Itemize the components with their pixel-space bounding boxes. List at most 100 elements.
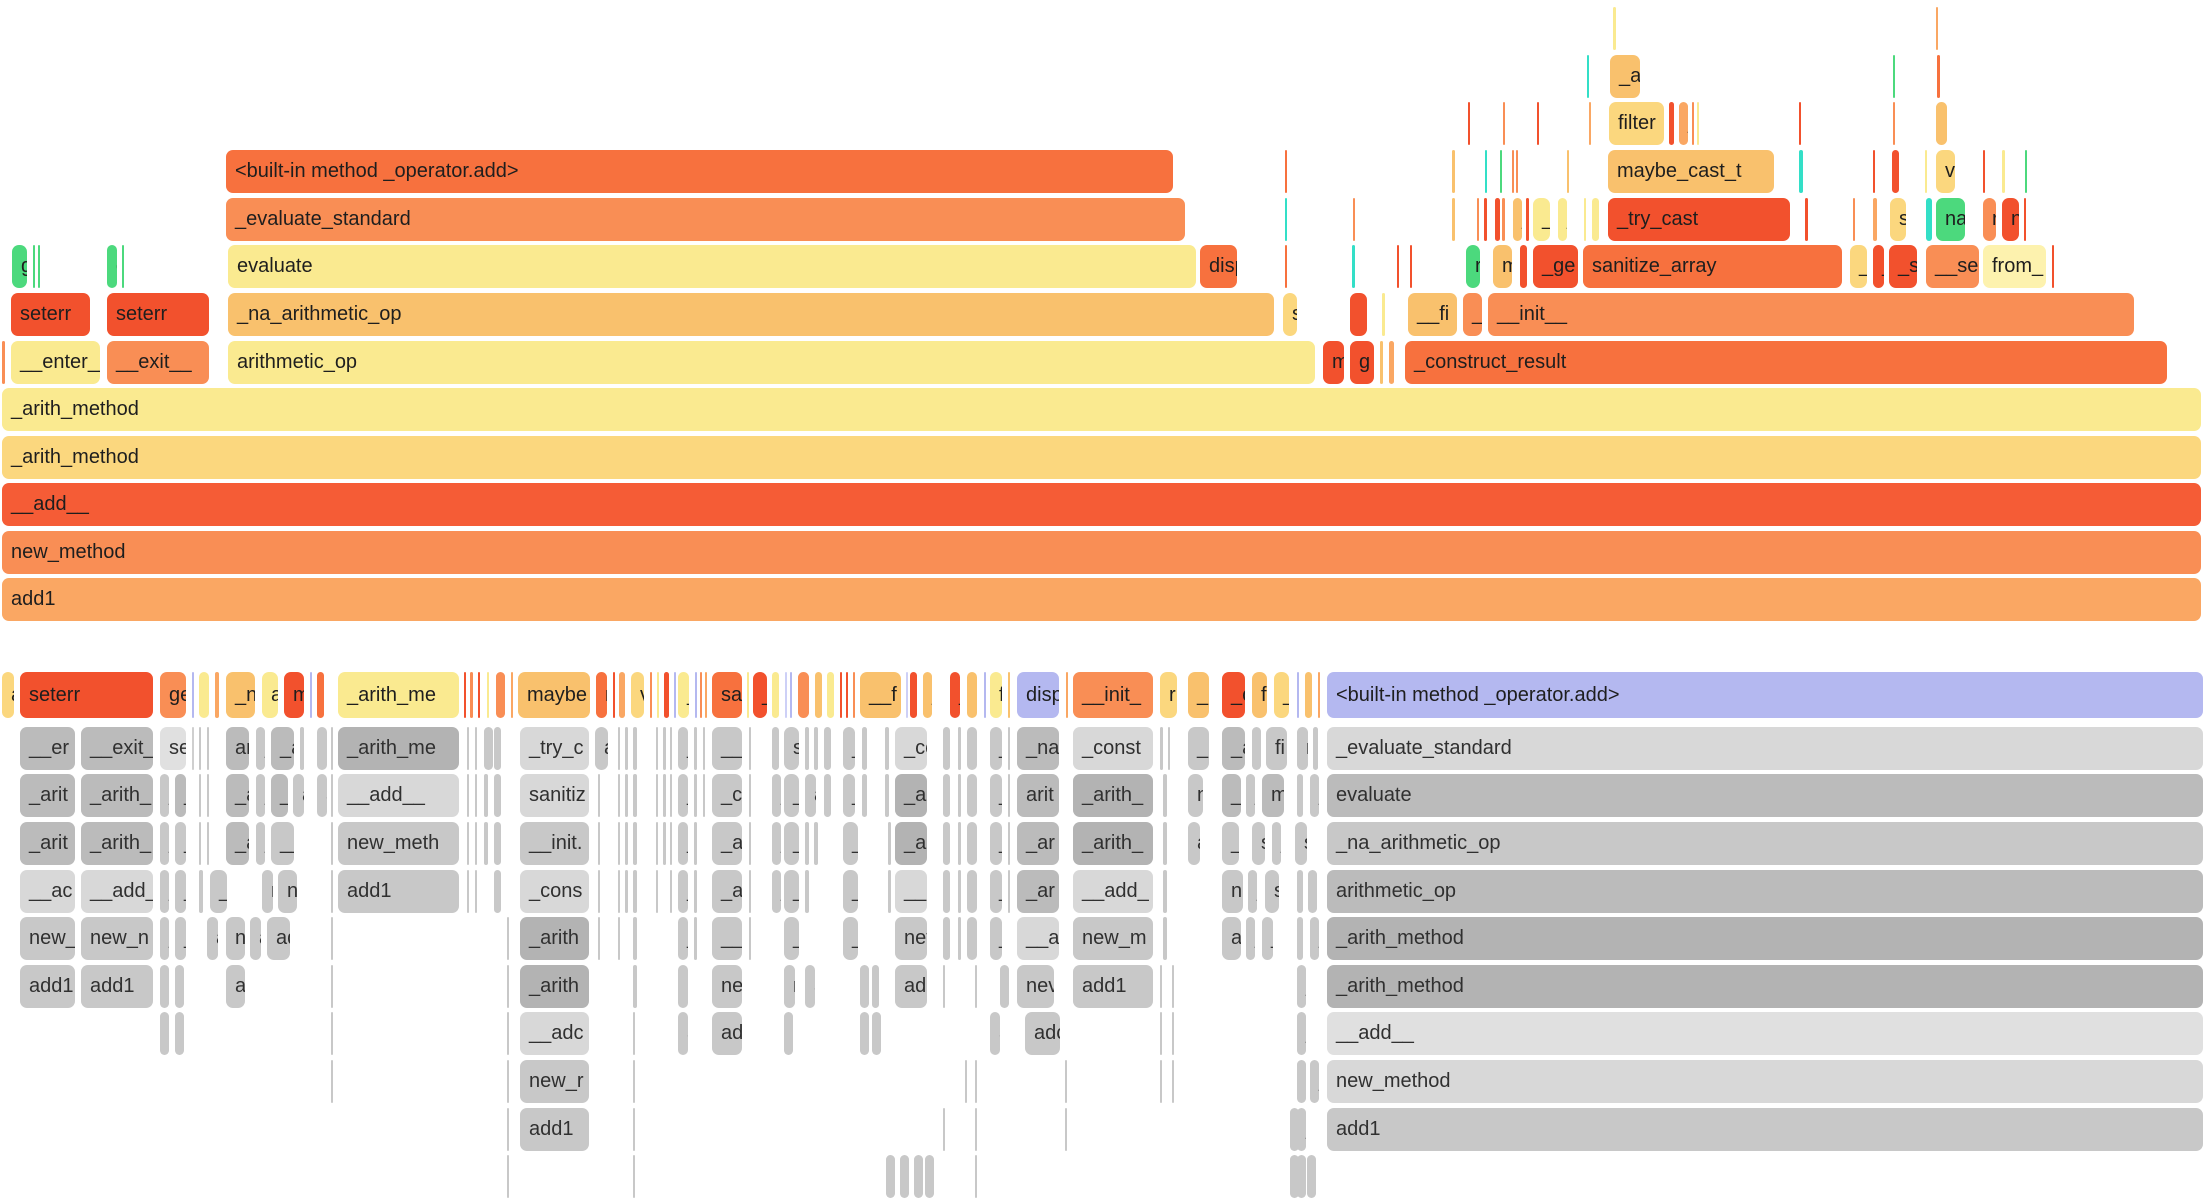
flame-frame[interactable] [122, 245, 124, 288]
flame-frame[interactable] [478, 672, 480, 718]
flame-frame[interactable] [824, 774, 831, 817]
flame-frame-_[interactable]: _ [678, 727, 688, 770]
flame-frame[interactable] [657, 672, 659, 718]
flame-frame-r[interactable]: r [1983, 198, 1996, 241]
flame-frame[interactable] [633, 870, 637, 913]
flame-frame-adc[interactable]: adc [895, 965, 927, 1008]
flame-frame[interactable] [1008, 870, 1010, 913]
flame-frame-new_n[interactable]: new_n [81, 917, 153, 960]
flame-frame[interactable] [1936, 102, 1947, 145]
flame-frame[interactable] [967, 917, 977, 960]
flame-frame-__exit__[interactable]: __exit__ [107, 341, 209, 384]
flame-frame-_[interactable]: _ [1310, 917, 1319, 960]
flame-frame-_[interactable]: _ [1297, 965, 1306, 1008]
flame-frame[interactable] [958, 774, 961, 817]
flame-frame[interactable] [670, 727, 672, 770]
flame-frame-m[interactable]: m [1493, 245, 1512, 288]
flame-frame-ad[interactable]: ad [712, 1012, 742, 1055]
flame-frame-sa[interactable]: sa [712, 672, 742, 718]
flame-frame-_ar[interactable]: _ar [1017, 822, 1059, 865]
flame-frame[interactable] [967, 774, 977, 817]
flame-frame-_arith[interactable]: _arith [520, 917, 589, 960]
flame-frame[interactable] [943, 774, 950, 817]
flame-frame-__init__[interactable]: __init__ [1488, 293, 2134, 336]
flame-frame-__add_[interactable]: __add_ [1073, 870, 1153, 913]
flame-frame[interactable] [475, 822, 477, 865]
flame-frame-_arith_method[interactable]: _arith_method [1327, 965, 2203, 1008]
flame-frame[interactable] [1873, 150, 1875, 193]
flame-frame[interactable] [1495, 198, 1500, 241]
flame-frame-r[interactable]: r [678, 965, 688, 1008]
flame-frame-__init_[interactable]: __init_ [1073, 672, 1153, 718]
flame-frame[interactable] [475, 774, 477, 817]
flame-frame[interactable] [885, 774, 889, 817]
flame-frame[interactable] [598, 870, 600, 913]
flame-frame-adc[interactable]: adc [1025, 1012, 1060, 1055]
flame-frame-_[interactable]: _ [784, 822, 799, 865]
flame-frame-nev[interactable]: nev [895, 917, 927, 960]
flame-frame[interactable] [943, 965, 945, 1008]
flame-frame[interactable] [1172, 965, 1174, 1008]
flame-frame[interactable] [1500, 150, 1502, 193]
flame-frame-a[interactable]: a [1188, 822, 1200, 865]
flame-frame-n[interactable]: n [1252, 727, 1261, 770]
flame-frame-new_meth[interactable]: new_meth [338, 822, 459, 865]
flame-frame[interactable] [664, 672, 669, 718]
flame-frame-seterr[interactable]: seterr [107, 293, 209, 336]
flame-frame-a[interactable]: a [678, 1012, 688, 1055]
flame-frame-_arith_[interactable]: _arith_ [81, 774, 153, 817]
flame-frame-_ge[interactable]: _ge [1533, 245, 1578, 288]
flame-frame[interactable] [1008, 727, 1010, 770]
flame-frame[interactable] [1589, 102, 1591, 145]
flame-frame[interactable] [467, 870, 469, 913]
flame-frame-_[interactable]: _ [1188, 672, 1209, 718]
flame-frame-_ar[interactable]: _ar [1017, 870, 1059, 913]
flame-frame[interactable] [511, 672, 513, 718]
flame-frame[interactable] [1313, 727, 1318, 770]
flame-frame[interactable] [1172, 1012, 1174, 1055]
flame-frame-_a[interactable]: _a [1222, 727, 1245, 770]
flame-frame-se[interactable]: se [160, 727, 186, 770]
flame-frame-a[interactable]: a [262, 672, 278, 718]
flame-frame-a[interactable]: a [805, 965, 815, 1008]
flame-frame[interactable] [1008, 822, 1010, 865]
flame-frame-_[interactable]: _ [990, 727, 1002, 770]
flame-frame[interactable] [331, 822, 333, 865]
flame-frame-a[interactable]: a [872, 1012, 881, 1055]
flame-frame[interactable] [703, 727, 705, 770]
flame-frame-_[interactable]: _ [990, 774, 1002, 817]
flame-frame-g[interactable]: g [12, 245, 27, 288]
flame-frame[interactable] [507, 965, 509, 1008]
flame-frame[interactable] [1584, 198, 1586, 241]
flame-frame-disp[interactable]: disp [1017, 672, 1059, 718]
flame-frame-_arith_[interactable]: _arith_ [1073, 774, 1153, 817]
flame-frame-_[interactable]: _ [160, 870, 169, 913]
flame-frame[interactable] [1160, 727, 1163, 770]
flame-frame[interactable] [199, 774, 201, 817]
flame-frame[interactable] [633, 822, 637, 865]
flame-frame[interactable] [625, 774, 628, 817]
flame-frame[interactable] [470, 672, 473, 718]
flame-frame[interactable] [633, 1060, 635, 1103]
flame-frame[interactable] [1567, 150, 1569, 193]
flame-frame[interactable] [656, 774, 658, 817]
flame-frame[interactable] [815, 672, 822, 718]
flame-frame-n[interactable]: n [2002, 198, 2019, 241]
flame-frame[interactable] [618, 870, 620, 913]
flame-frame[interactable] [1937, 55, 1940, 98]
flame-frame[interactable] [1160, 965, 1162, 1008]
flame-frame[interactable] [199, 822, 201, 865]
flame-frame[interactable] [805, 727, 809, 770]
flame-frame[interactable] [772, 727, 779, 770]
flame-frame-_try_c[interactable]: _try_c [520, 727, 589, 770]
flame-frame[interactable] [1853, 198, 1855, 241]
flame-frame-builtinmethod_operatoradd[interactable]: <built-in method _operator.add> [226, 150, 1173, 193]
flame-frame-ne[interactable]: ne [712, 965, 742, 1008]
flame-frame[interactable] [1873, 198, 1877, 241]
flame-frame[interactable] [1389, 341, 1394, 384]
flame-frame[interactable] [785, 672, 787, 718]
flame-frame-_[interactable]: _ [160, 822, 169, 865]
flame-frame[interactable] [1397, 245, 1399, 288]
flame-frame[interactable] [1592, 198, 1599, 241]
flame-frame-__init[interactable]: __init. [520, 822, 589, 865]
